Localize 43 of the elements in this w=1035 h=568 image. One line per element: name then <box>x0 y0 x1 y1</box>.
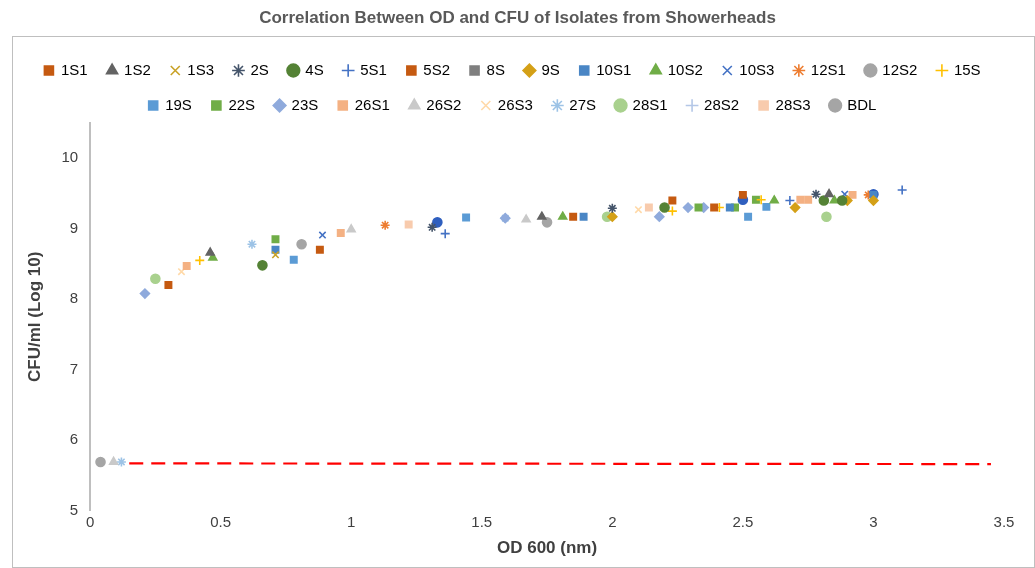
legend-label: 10S2 <box>667 60 703 78</box>
legend-label: BDL <box>847 95 877 113</box>
legend-label: 1S2 <box>124 60 151 78</box>
legend-label: 9S <box>541 60 560 78</box>
x-axis-title: OD 600 (nm) <box>496 538 598 558</box>
x-tick-label: 1.5 <box>471 512 493 530</box>
legend-label: 15S <box>953 60 981 78</box>
legend-label: 1S1 <box>60 60 88 78</box>
x-tick-label: 3 <box>869 512 878 530</box>
y-tick-label: 8 <box>69 289 79 307</box>
legend-label: 27S <box>569 95 597 113</box>
legend-label: 28S1 <box>632 95 668 113</box>
legend-label: 26S2 <box>426 95 462 113</box>
legend-label: 12S1 <box>810 60 846 78</box>
legend-label: 10S3 <box>739 60 775 78</box>
y-tick-label: 6 <box>69 430 79 448</box>
legend-label: 23S <box>291 95 319 113</box>
x-tick-label: 0.5 <box>210 512 232 530</box>
legend-label: 28S2 <box>704 95 740 113</box>
x-tick-label: 2.5 <box>732 512 754 530</box>
legend-label: 12S2 <box>882 60 918 78</box>
x-tick-label: 0 <box>85 512 95 530</box>
legend-label: 26S3 <box>497 95 533 113</box>
legend-label: 4S <box>305 60 324 78</box>
legend-label: 1S3 <box>187 60 214 78</box>
legend-label: 22S <box>228 95 256 113</box>
x-tick-label: 1 <box>347 512 356 530</box>
legend-label: 26S1 <box>354 95 390 113</box>
legend-label: 5S2 <box>423 60 451 78</box>
y-axis-title: CFU/ml (Log 10) <box>24 251 44 382</box>
x-tick-label: 3.5 <box>993 512 1015 530</box>
legend-label: 28S3 <box>775 95 811 113</box>
y-tick-label: 10 <box>61 148 79 166</box>
legend-label: 10S1 <box>596 60 632 78</box>
legend-label: 8S <box>486 60 505 78</box>
chart-title: Correlation Between OD and CFU of Isolates from Showerheads <box>258 8 777 28</box>
legend-label: 2S <box>250 60 269 78</box>
legend-label: 19S <box>165 95 192 113</box>
legend-label: 5S1 <box>360 60 387 78</box>
y-tick-label: 9 <box>69 218 79 236</box>
x-tick-label: 2 <box>608 512 617 530</box>
y-tick-label: 7 <box>69 359 79 377</box>
y-tick-label: 5 <box>69 500 79 518</box>
